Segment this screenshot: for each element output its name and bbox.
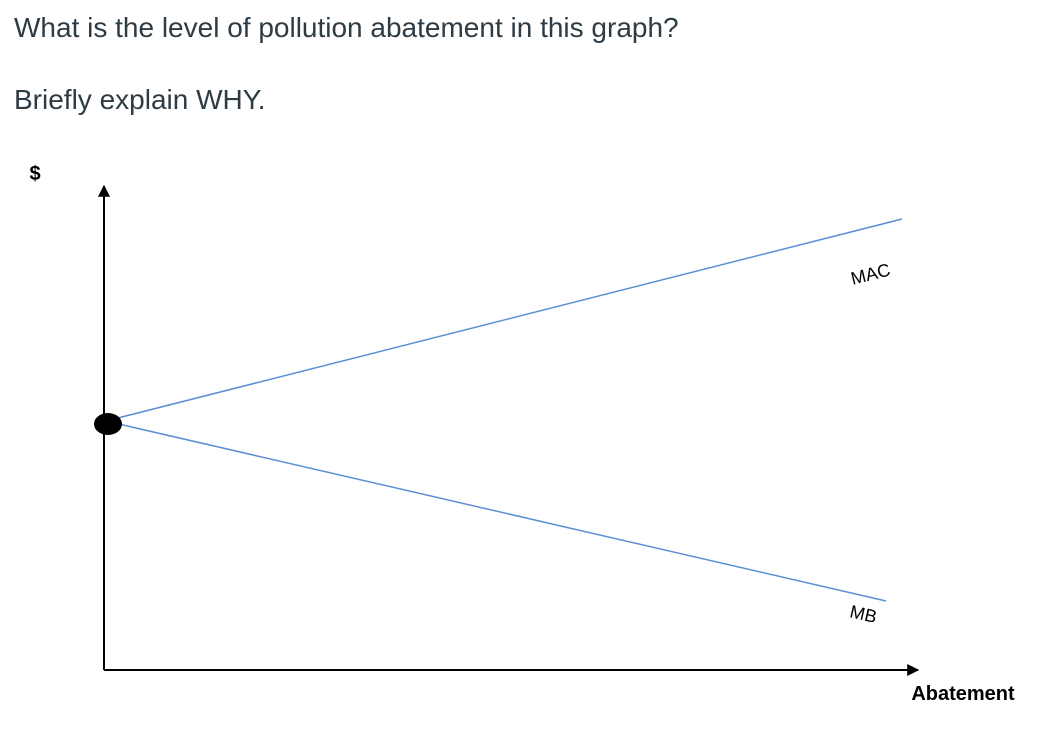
intersection-point (94, 413, 122, 435)
curve-label: MAC (849, 260, 893, 289)
y-axis-label: $ (29, 163, 40, 185)
x-axis-label: Abatement (911, 683, 1015, 705)
question-line: Briefly explain WHY. (14, 84, 266, 115)
mb-curve (109, 421, 887, 602)
mac-curve (109, 218, 903, 421)
question-line: What is the level of pollution abatement… (14, 12, 679, 43)
curve-label: MB (848, 601, 879, 627)
